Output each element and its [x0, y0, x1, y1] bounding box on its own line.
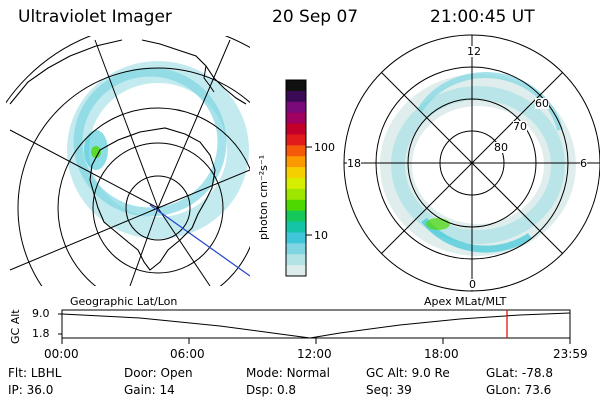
info-ip: IP: 36.0: [8, 383, 54, 397]
info-gc-alt: GC Alt: 9.0 Re: [366, 366, 450, 380]
colorbar-cell: [286, 265, 306, 277]
mlat-label-60: 60: [535, 97, 549, 110]
mlat-label-80: 80: [494, 141, 508, 154]
mlt-label-18: 18: [347, 157, 361, 170]
colorbar-cell: [286, 243, 306, 255]
time-tick-0600: 06:00: [170, 347, 205, 361]
colorbar-cell: [286, 199, 306, 212]
colorbar-cell: [286, 101, 306, 114]
colorbar-cell: [286, 156, 306, 168]
colorbar-cell: [286, 90, 306, 103]
mlt-label-6: 6: [580, 157, 587, 170]
altitude-axis-label: GC Alt: [9, 309, 22, 344]
time-tick-0000: 00:00: [44, 347, 79, 361]
colorbar-cell: [286, 145, 306, 157]
info-seq: Seq: 39: [366, 383, 412, 397]
info-gain: Gain: 14: [124, 383, 175, 397]
colorbar: [285, 79, 312, 277]
time-tick-2359: 23:59: [553, 347, 588, 361]
colorbar-cell: [286, 188, 306, 201]
mlt-label-0: 0: [469, 278, 476, 291]
mlat-label-70: 70: [513, 120, 527, 133]
colorbar-tick-100: 100: [314, 141, 335, 154]
info-glat: GLat: -78.8: [486, 366, 553, 380]
mlt-label-12: 12: [467, 45, 481, 58]
info-dsp: Dsp: 0.8: [246, 383, 297, 397]
time-tick-1800: 18:00: [424, 347, 459, 361]
colorbar-cell: [286, 134, 306, 146]
time-tick-1200: 12:00: [297, 347, 332, 361]
left-projection-label: Geographic Lat/Lon: [70, 295, 178, 308]
colorbar-cell: [286, 254, 306, 266]
magnetic-map: [343, 34, 600, 292]
colorbar-unit-label: photon cm⁻²s⁻¹: [257, 154, 270, 240]
info-glon: GLon: 73.6: [486, 383, 552, 397]
altitude-plot: [58, 309, 571, 344]
colorbar-cell: [286, 221, 306, 233]
instrument-title: Ultraviolet Imager: [18, 7, 172, 27]
colorbar-cell: [286, 167, 306, 179]
colorbar-tick-10: 10: [314, 229, 328, 242]
info-mode: Mode: Normal: [246, 366, 330, 380]
info-flt: Flt: LBHL: [8, 366, 62, 380]
colorbar-cell: [286, 232, 306, 244]
info-door: Door: Open: [124, 366, 193, 380]
altitude-tick-1-8: 1.8: [32, 327, 50, 340]
colorbar-cell: [286, 112, 306, 125]
right-projection-label: Apex MLat/MLT: [424, 295, 507, 308]
colorbar-cell: [286, 123, 306, 135]
time-label: 21:00:45 UT: [430, 7, 535, 27]
colorbar-cell: [286, 80, 306, 92]
colorbar-cell: [286, 210, 306, 223]
colorbar-cell: [286, 178, 306, 190]
altitude-tick-9: 9.0: [32, 307, 50, 320]
date-label: 20 Sep 07: [272, 7, 359, 27]
